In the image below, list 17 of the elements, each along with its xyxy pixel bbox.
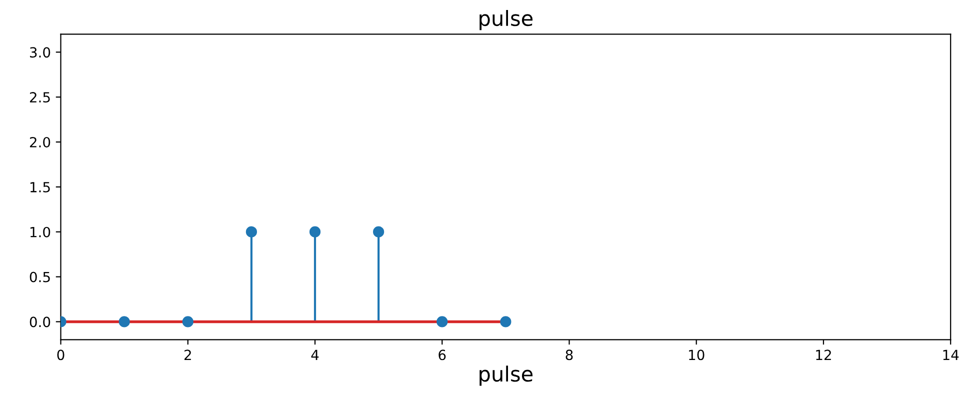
y-tick-label: 0.5	[30, 272, 50, 282]
x-tick-label: 10	[689, 350, 704, 360]
x-tick-label: 2	[184, 350, 191, 360]
x-tick-label: 0	[57, 350, 64, 360]
x-tick-label: 12	[816, 350, 831, 360]
y-tick-label: 0.0	[30, 316, 50, 328]
x-tick-label: 4	[311, 350, 319, 360]
chart-title: pulse	[480, 10, 533, 30]
y-tick-label: 1.5	[30, 182, 50, 192]
x-tick-label: 6	[438, 350, 446, 360]
y-tick-label: 2.5	[30, 92, 50, 103]
x-tick-label: 14	[943, 350, 959, 360]
x-tick-label: 8	[566, 350, 573, 360]
y-tick-label: 1.0	[30, 226, 50, 238]
y-tick-label: 3.0	[30, 47, 50, 58]
x-axis-title: pulse	[480, 366, 533, 386]
y-tick-label: 2.0	[30, 136, 50, 148]
